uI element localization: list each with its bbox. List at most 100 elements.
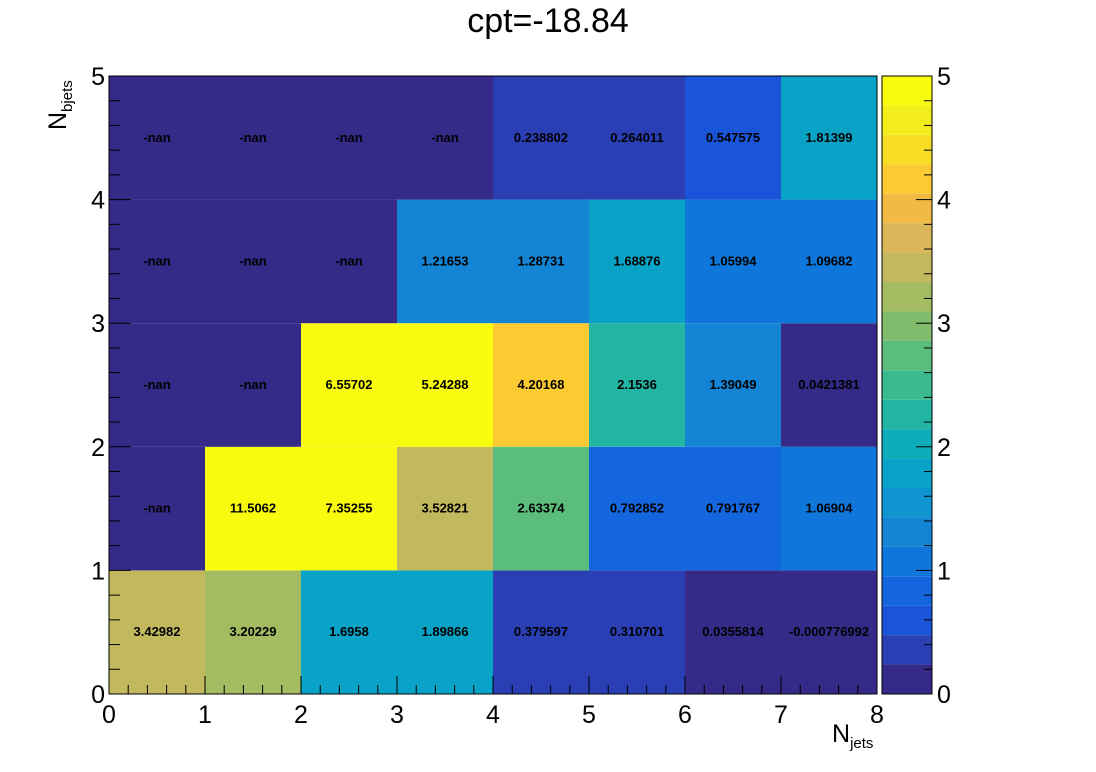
cell-value-label: 4.20168 (518, 377, 565, 392)
cell-value-label: 1.6958 (329, 624, 369, 639)
palette-swatch (882, 282, 932, 312)
cell-value-label: -nan (143, 377, 171, 392)
heatmap-cell (493, 323, 589, 447)
x-tick-label: 7 (774, 701, 788, 729)
cell-value-label: -nan (431, 130, 459, 145)
cell-value-label: 0.0355814 (702, 624, 764, 639)
cell-value-label: 5.24288 (422, 377, 469, 392)
palette-swatch (882, 488, 932, 518)
cell-value-label: 1.05994 (710, 253, 758, 268)
heatmap-cell (109, 199, 205, 324)
cell-value-label: 2.1536 (617, 377, 657, 392)
y-tick-label: 0 (91, 681, 105, 709)
heatmap-cell (685, 323, 781, 447)
cell-value-label: 11.5062 (230, 501, 276, 516)
palette-swatch (882, 252, 932, 282)
cell-value-label: 1.68876 (614, 253, 661, 268)
palette-swatch (882, 605, 932, 636)
cell-labels: 3.42982 3.20229 1.6958 1.89866 0.379597 0.310… (134, 130, 870, 639)
cell-value-label: 1.89866 (422, 624, 469, 639)
x-tick-label: 2 (294, 701, 308, 729)
y-axis-title: Nbjets (44, 80, 76, 130)
y-axis: 0 1 2 3 4 5 (91, 63, 131, 709)
cell-value-label: 1.21653 (422, 253, 469, 268)
heatmap-cell (685, 76, 781, 200)
heatmap-cell (589, 570, 685, 694)
x-tick-label: 4 (486, 701, 500, 729)
palette-frame (881, 75, 933, 695)
heatmap-cell (301, 570, 397, 694)
heatmap-cell (781, 570, 877, 694)
palette-tick-label: 5 (937, 63, 951, 91)
cell-value-label: 0.547575 (706, 130, 760, 145)
palette-swatch (882, 517, 932, 547)
cell-value-label: 7.35255 (326, 501, 373, 516)
y-axis-title-main: N (44, 112, 72, 130)
heatmap-cell (493, 446, 589, 571)
palette-tick-label: 2 (937, 434, 951, 462)
cell-value-label: 1.09682 (806, 253, 853, 268)
palette-swatch (882, 429, 932, 459)
cell-value-label: 0.264011 (610, 130, 664, 145)
palette-axis: 0 1 2 3 4 5 (916, 63, 951, 709)
heatmap-cell (589, 199, 685, 324)
heatmap-cell (205, 199, 301, 324)
cell-value-label: 0.792852 (610, 501, 664, 516)
heatmap-cells (109, 76, 877, 694)
y-tick-label: 5 (91, 63, 105, 91)
heatmap-cell (397, 76, 493, 200)
heatmap-cell (493, 199, 589, 324)
cell-value-label: 1.06904 (806, 501, 854, 516)
x-axis-title: Njets (832, 720, 873, 752)
cell-value-label: 0.379597 (514, 624, 568, 639)
heatmap-cell (685, 199, 781, 324)
y-tick-label: 1 (91, 557, 105, 585)
palette-swatch (882, 76, 932, 106)
palette-tick-label: 1 (937, 557, 951, 585)
heatmap-cell (589, 446, 685, 571)
heatmap-cell (205, 76, 301, 200)
color-palette (881, 75, 933, 695)
x-tick-label: 3 (390, 701, 404, 729)
heatmap-cell (493, 76, 589, 200)
y-tick-label: 3 (91, 310, 105, 338)
heatmap-cell (781, 323, 877, 447)
cell-value-label: 3.52821 (422, 501, 469, 516)
chart-title: cpt=-18.84 (467, 2, 629, 40)
cell-value-label: 0.310701 (610, 624, 664, 639)
cell-value-label: 0.791767 (706, 501, 760, 516)
palette-tick-label: 0 (937, 681, 951, 709)
heatmap-cell (685, 570, 781, 694)
heatmap-cell (109, 446, 205, 571)
cell-value-label: 3.42982 (134, 624, 181, 639)
palette-swatch (882, 458, 932, 488)
palette-swatch (882, 311, 932, 341)
cell-value-label: -nan (335, 130, 363, 145)
palette-swatch (882, 223, 932, 253)
x-tick-label: 5 (582, 701, 596, 729)
cell-value-label: -0.000776992 (789, 624, 869, 639)
x-tick-label: 8 (870, 701, 884, 729)
heatmap-cell (205, 570, 301, 694)
heatmap-cell (397, 570, 493, 694)
heatmap-cell (781, 199, 877, 324)
cell-value-label: 2.63374 (518, 501, 566, 516)
palette-swatch (882, 664, 932, 694)
cell-value-label: -nan (335, 253, 363, 268)
cell-value-label: 1.28731 (518, 253, 565, 268)
heatmap-cell (781, 446, 877, 571)
palette-swatch (882, 399, 932, 430)
heatmap-cell (589, 323, 685, 447)
heatmap-cell (397, 323, 493, 447)
heatmap-cell (397, 446, 493, 571)
cell-value-label: -nan (239, 253, 267, 268)
palette-swatch (882, 164, 932, 194)
heatmap-cell (109, 570, 205, 694)
heatmap-cell (781, 76, 877, 200)
x-tick-label: 1 (198, 701, 212, 729)
palette-swatch (882, 193, 932, 224)
cell-value-label: 1.81399 (806, 130, 853, 145)
heatmap-cell (397, 199, 493, 324)
heatmap-cell (301, 446, 397, 571)
heatmap-cell (109, 76, 205, 200)
